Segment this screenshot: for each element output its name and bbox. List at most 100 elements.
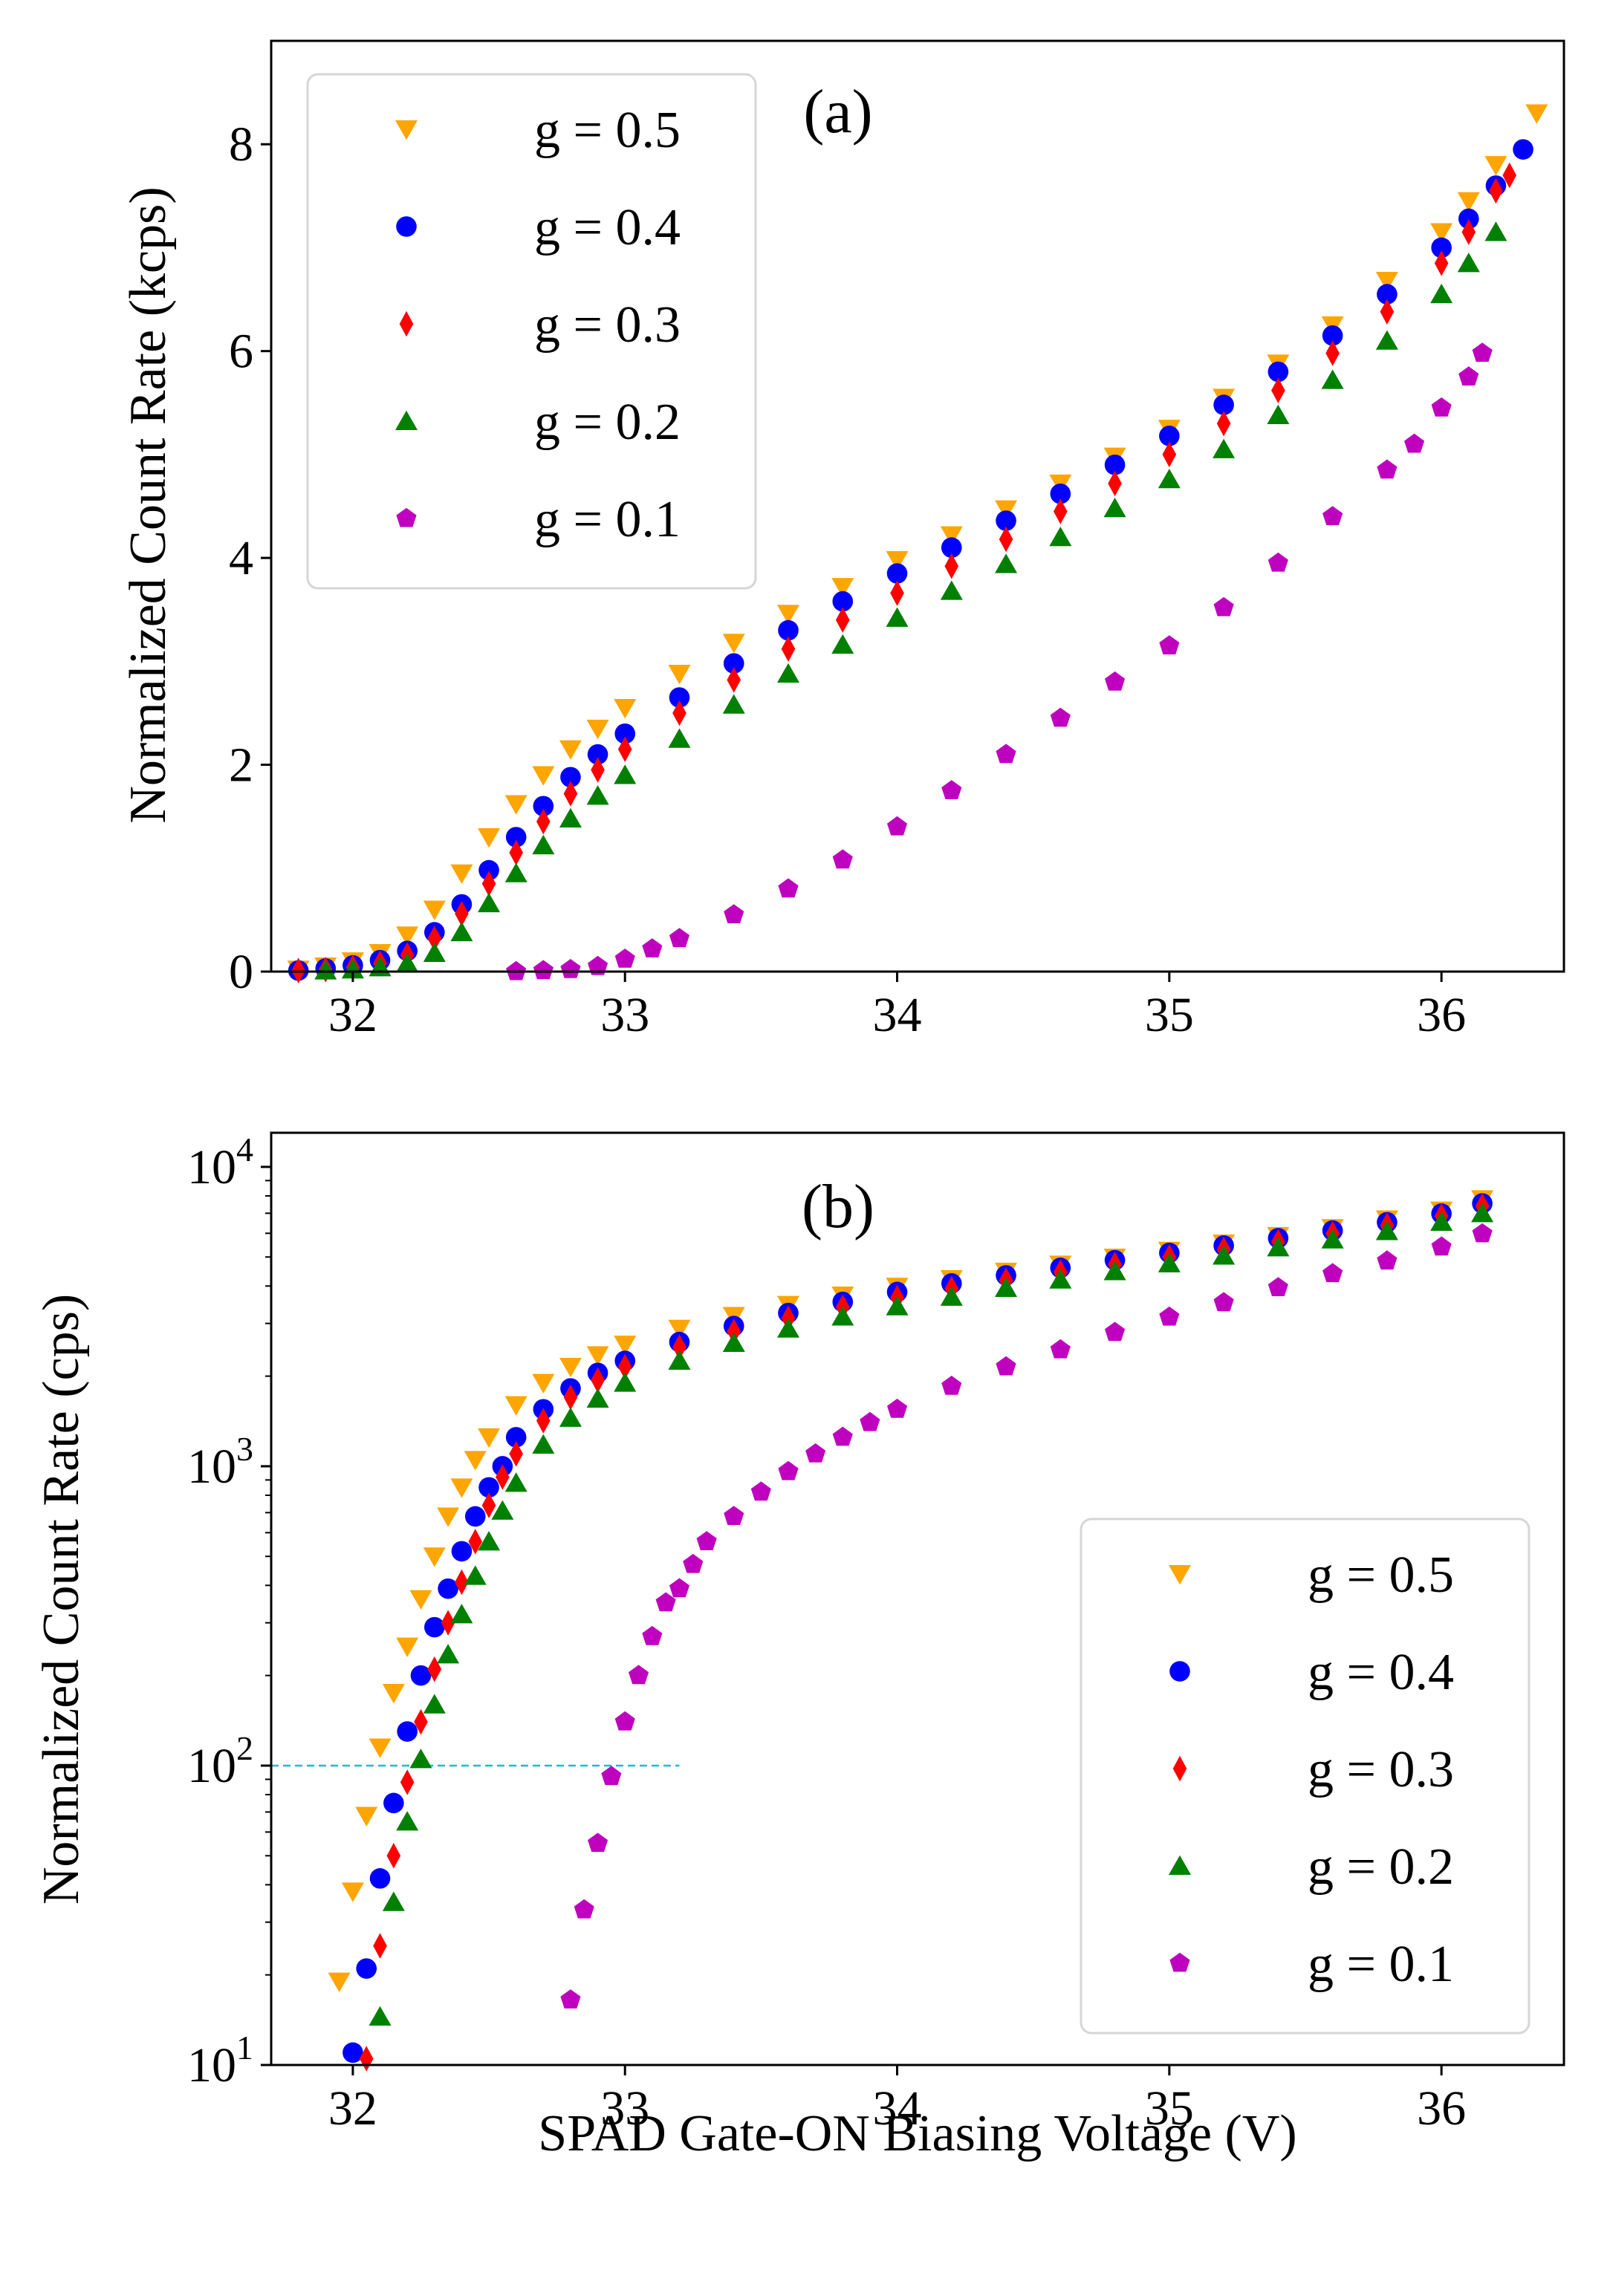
- data-point-g-0-2: [396, 952, 419, 972]
- legend-item-g-0-4: g = 0.4: [396, 199, 681, 256]
- data-point-g-0-3: [672, 1334, 686, 1360]
- y-tick-label: 104: [187, 1131, 253, 1194]
- data-point-g-0-3: [509, 839, 523, 866]
- data-point-g-0-3: [468, 1529, 483, 1555]
- data-point-g-0-1: [1267, 552, 1288, 572]
- x-tick-label: 35: [1145, 2081, 1194, 2136]
- data-point-g-0-5: [409, 1590, 432, 1610]
- data-point-g-0-2: [1457, 253, 1480, 273]
- data-point-g-0-5: [614, 698, 637, 719]
- panel-a-legend-items: g = 0.5 g = 0.4 g = 0.3 g = 0.2 g = 0.1: [395, 102, 681, 548]
- legend-item-g-0-2: g = 0.2: [1169, 1838, 1454, 1896]
- panel-b-frame: [270, 1131, 1565, 2066]
- panel-a-legend-box: [306, 73, 757, 590]
- data-point-g-0-5: [722, 634, 745, 654]
- data-point-g-0-2: [1103, 1261, 1126, 1281]
- data-point-g-0-3: [1271, 377, 1285, 403]
- data-point-g-0-2: [341, 958, 364, 979]
- data-point-g-0-2: [559, 807, 582, 827]
- legend-marker-g-0-1: [1169, 1952, 1190, 1972]
- data-point-g-0-3: [414, 1708, 428, 1735]
- data-point-g-0-3: [835, 607, 850, 633]
- data-point-g-0-2: [532, 1434, 555, 1454]
- data-point-g-0-3: [509, 1441, 523, 1467]
- data-point-g-0-4: [669, 687, 690, 708]
- data-point-g-0-1: [696, 1531, 717, 1550]
- panel-a-frame: [270, 39, 1565, 973]
- data-point-g-0-1: [669, 1578, 689, 1598]
- data-point-g-0-2: [423, 942, 446, 962]
- data-point-g-0-5: [1484, 156, 1507, 176]
- data-point-g-0-1: [642, 1625, 663, 1645]
- data-point-g-0-2: [1049, 527, 1072, 547]
- data-point-g-0-1: [601, 1766, 622, 1786]
- y-tick-label: 0: [229, 945, 253, 999]
- legend-label: g = 0.5: [534, 102, 681, 159]
- data-point-g-0-5: [423, 1547, 446, 1567]
- data-point-g-0-2: [586, 1388, 609, 1408]
- data-point-g-0-1: [832, 849, 853, 869]
- data-point-g-0-5: [1457, 192, 1480, 212]
- data-point-g-0-2: [396, 1811, 419, 1831]
- data-point-g-0-2: [504, 862, 528, 882]
- legend-label: g = 0.2: [1308, 1838, 1454, 1896]
- data-point-g-0-2: [1267, 404, 1290, 424]
- data-point-g-0-3: [373, 1933, 387, 1959]
- data-point-g-0-4: [1213, 394, 1234, 415]
- data-point-g-0-1: [941, 1376, 962, 1395]
- data-point-g-0-2: [614, 1372, 637, 1392]
- data-point-g-0-4: [451, 1541, 473, 1562]
- legend-label: g = 0.1: [534, 491, 681, 548]
- panel-b-y-ticks: 101 102 103 104: [187, 1131, 271, 2092]
- panel-b-x-ticks: 32 33 34 35 36: [328, 2065, 1466, 2136]
- data-point-g-0-5: [382, 1684, 405, 1704]
- data-point-g-0-1: [669, 928, 689, 947]
- data-point-g-0-1: [560, 959, 581, 978]
- data-point-g-0-2: [1158, 469, 1181, 489]
- data-point-g-0-5: [614, 1336, 637, 1356]
- data-point-g-0-1: [1431, 397, 1452, 417]
- data-point-g-0-2: [722, 1332, 745, 1353]
- data-point-g-0-5: [532, 1373, 555, 1393]
- data-point-g-0-4: [1322, 325, 1343, 346]
- x-tick-label: 36: [1417, 988, 1466, 1042]
- data-point-g-0-3: [536, 808, 551, 835]
- data-point-g-0-3: [591, 1367, 605, 1393]
- data-point-g-0-4: [886, 563, 908, 584]
- data-point-g-0-1: [588, 955, 608, 975]
- data-point-g-0-3: [386, 1843, 401, 1869]
- data-point-g-0-3: [563, 1384, 578, 1411]
- data-point-g-0-3: [441, 1610, 455, 1636]
- data-point-g-0-3: [1502, 162, 1517, 189]
- data-point-g-0-3: [727, 667, 741, 693]
- legend-marker-g-0-3: [399, 310, 414, 337]
- data-point-g-0-2: [478, 892, 501, 913]
- data-point-g-0-1: [1431, 1236, 1452, 1256]
- data-point-g-0-1: [724, 904, 744, 923]
- panel-b-legend-items: g = 0.5 g = 0.4 g = 0.3 g = 0.2 g = 0.1: [1169, 1547, 1454, 1993]
- legend-marker-g-0-5: [1169, 1565, 1191, 1585]
- panel-a: 32 33 34 35 36 0 2 4 6 8 (a) Normalized Count Ra…: [120, 39, 1565, 1042]
- data-point-g-0-3: [1162, 441, 1177, 468]
- data-point-g-0-3: [1489, 178, 1503, 204]
- panel-a-x-ticks: 32 33 34 35 36: [328, 972, 1466, 1042]
- data-point-g-0-2: [314, 960, 337, 980]
- data-point-g-0-3: [455, 900, 469, 927]
- data-point-g-0-1: [588, 1832, 608, 1853]
- data-point-g-0-2: [886, 607, 909, 627]
- data-point-g-0-1: [941, 780, 962, 799]
- panel-a-plot-area: [287, 104, 1548, 983]
- data-point-g-0-5: [369, 1738, 392, 1758]
- data-point-g-0-5: [831, 578, 854, 598]
- data-point-g-0-5: [478, 1428, 501, 1448]
- data-point-g-0-5: [1375, 271, 1398, 292]
- data-point-g-0-2: [1213, 438, 1236, 458]
- data-point-g-0-5: [504, 1396, 528, 1416]
- data-point-g-0-3: [427, 926, 442, 952]
- data-point-g-0-5: [328, 1972, 351, 1992]
- data-point-g-0-3: [890, 580, 904, 606]
- data-point-g-0-5: [450, 864, 473, 884]
- data-point-g-0-2: [559, 1407, 582, 1427]
- data-point-g-0-1: [614, 949, 635, 968]
- data-point-g-0-3: [481, 871, 496, 897]
